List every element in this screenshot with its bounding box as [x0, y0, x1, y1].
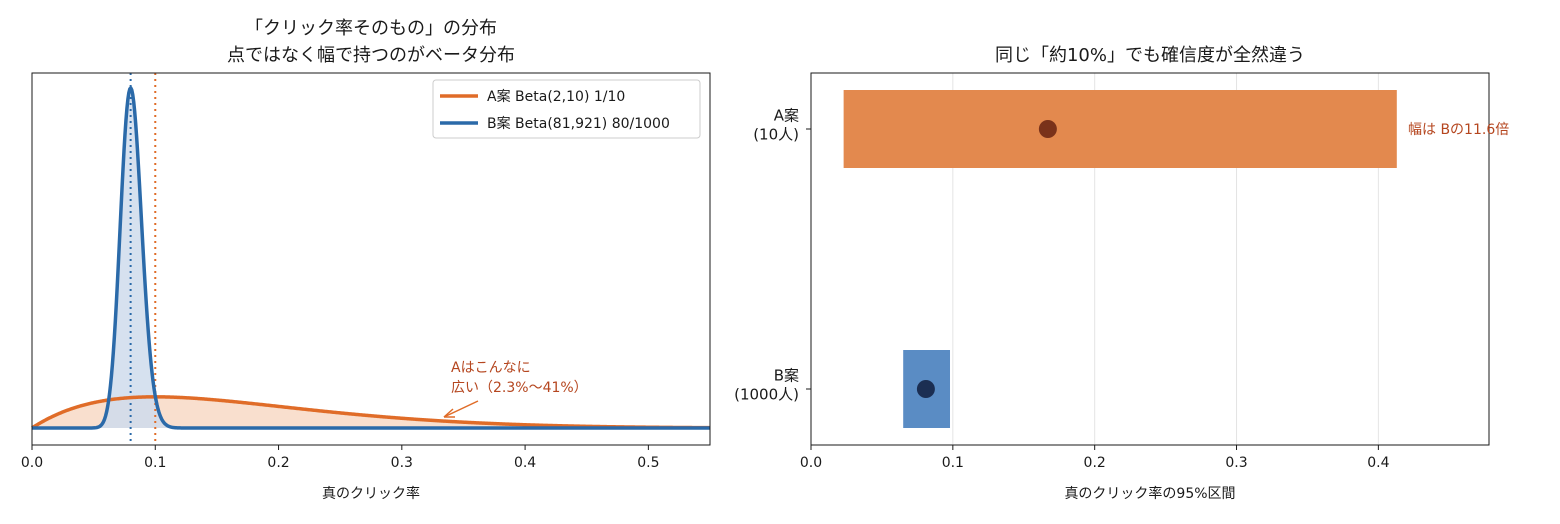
- interval-bars: [843, 90, 1397, 428]
- annotation-arrow-head: [443, 408, 455, 418]
- left-x-tick-label: 0.3: [391, 455, 413, 471]
- right-x-tick-label: 0.3: [1225, 455, 1247, 471]
- observed-rate-lines: [129, 73, 157, 445]
- category-label-b: (1000人): [734, 386, 799, 404]
- left-x-axis-label: 真のクリック率: [322, 485, 420, 502]
- category-label-a: A案: [774, 107, 799, 125]
- right-title: 同じ「約10%」でも確信度が全然違う: [995, 45, 1305, 66]
- category-label-a: (10人): [753, 126, 799, 144]
- right-x-tick-label: 0.2: [1084, 455, 1106, 471]
- right-x-axis-label: 真のクリック率の95%区間: [1064, 485, 1235, 502]
- annotation-arrow-shaft: [443, 400, 479, 418]
- left-x-tick-label: 0.1: [144, 455, 166, 471]
- right-category-labels: A案(10人) B案(1000人): [734, 107, 811, 404]
- left-x-tick-label: 0.2: [267, 455, 289, 471]
- left-x-ticks: 0.0 0.1 0.2 0.3 0.4 0.5: [21, 445, 659, 471]
- density-fills: [32, 88, 710, 428]
- density-fill-a: [32, 396, 710, 428]
- legend-label-a: A案 Beta(2,10) 1/10: [487, 88, 625, 105]
- point-estimate-a: [1038, 120, 1057, 138]
- left-x-tick-label: 0.4: [514, 455, 536, 471]
- left-title-line-1: 「クリック率そのもの」の分布: [245, 18, 497, 39]
- right-x-tick-label: 0.0: [800, 455, 822, 471]
- legend-box: [432, 79, 701, 139]
- left-chart: 「クリック率そのもの」の分布 点ではなく幅で持つのがベータ分布 0.0 0.1 0.…: [21, 18, 711, 502]
- right-x-tick-label: 0.1: [942, 455, 964, 471]
- density-fill-b: [32, 88, 710, 428]
- annotation-line-1: Aはこんなに: [451, 360, 531, 376]
- left-x-tick-label: 0.5: [637, 455, 659, 471]
- annotation-line-2: 広い（2.3%〜41%）: [451, 380, 588, 396]
- category-label-b: B案: [774, 367, 799, 385]
- interval-bar-a: [843, 90, 1397, 168]
- right-x-tick-label: 0.4: [1367, 455, 1389, 471]
- left-x-tick-label: 0.0: [21, 455, 43, 471]
- right-x-ticks: 0.0 0.1 0.2 0.3 0.4: [800, 445, 1390, 471]
- right-chart: 同じ「約10%」でも確信度が全然違う 0.0 0.1 0.2 0.3 0.4 A案(10…: [734, 45, 1509, 502]
- legend: A案 Beta(2,10) 1/10 B案 Beta(81,921) 80/10…: [432, 79, 701, 139]
- density-curve-b: [31, 86, 711, 430]
- right-plot-frame: [810, 72, 1490, 446]
- left-plot-frame: [31, 72, 711, 446]
- legend-label-b: B案 Beta(81,921) 80/1000: [487, 115, 670, 132]
- width-annotation: Aはこんなに 広い（2.3%〜41%）: [443, 360, 588, 418]
- left-title-line-2: 点ではなく幅で持つのがベータ分布: [227, 45, 515, 66]
- width-ratio-annotation: 幅は Bの11.6倍: [1408, 122, 1509, 138]
- density-curves: [31, 86, 711, 430]
- point-estimate-b: [916, 380, 935, 398]
